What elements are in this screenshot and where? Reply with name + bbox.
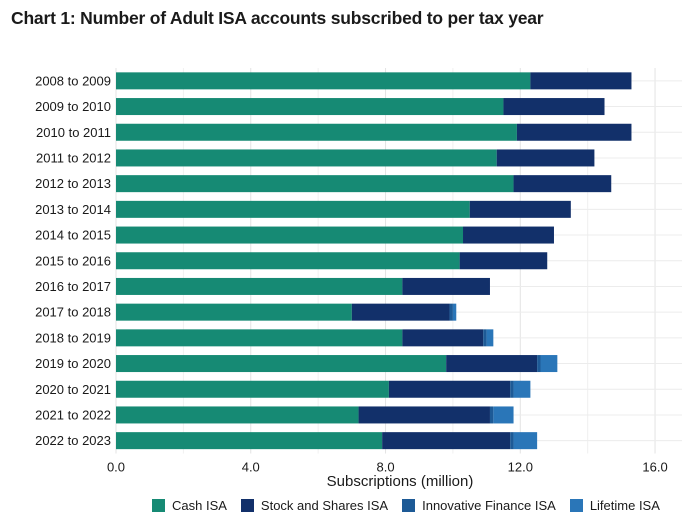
bar-segment [446,355,538,373]
x-tick-label: 0.0 [107,460,125,475]
legend-label: Cash ISA [172,498,227,513]
bar-segment [116,380,389,398]
legend-label: Lifetime ISA [589,498,660,513]
legend-item-innovative-finance-isa: Innovative Finance ISA [402,498,556,513]
chart-title: Chart 1: Number of Adult ISA accounts su… [11,8,544,28]
y-tick-label: 2009 to 2010 [35,99,111,114]
y-tick-label: 2021 to 2022 [35,407,111,422]
bar-segment [116,175,514,193]
y-tick-label: 2010 to 2011 [36,125,111,140]
bar-segment [537,355,541,373]
legend-item-cash-isa: Cash ISA [152,498,227,513]
bar-segment [486,329,494,347]
bar-segment [116,406,359,424]
bar-segment [382,432,511,450]
bar-segment [351,303,450,321]
bar-segment [116,149,497,167]
bar-segment [358,406,490,424]
legend-swatch [152,499,165,512]
y-tick-label: 2018 to 2019 [35,330,111,345]
bar-segment [116,252,460,270]
legend-swatch [402,499,416,512]
y-tick-label: 2022 to 2023 [35,433,111,448]
bar-segment [449,303,453,321]
y-tick-label: 2008 to 2009 [35,73,111,88]
bar-segment [513,380,531,398]
x-tick-label: 4.0 [242,460,260,475]
bar-segment [388,380,511,398]
bar-segment [496,149,595,167]
bar-segment [463,226,554,244]
bar-segment [516,123,632,141]
bar-segment [402,277,490,295]
x-tick-label: 8.0 [376,460,394,475]
y-tick-label: 2011 to 2012 [36,150,111,165]
legend-swatch [240,499,254,512]
bar-segment [452,303,457,321]
bar-segment [510,432,514,450]
bar-segment [116,303,352,321]
bar-segment [459,252,548,270]
bar-segment [483,329,487,347]
bar-segment [493,406,514,424]
x-axis-title: Subscriptions (million) [327,473,474,490]
y-tick-label: 2013 to 2014 [35,202,111,217]
y-tick-label: 2012 to 2013 [35,176,111,191]
y-tick-label: 2019 to 2020 [35,356,111,371]
bar-segment [489,406,494,424]
bar-segment [116,226,464,244]
x-tick-label: 12.0 [508,460,533,475]
x-tick-label: 16.0 [642,460,667,475]
legend-item-lifetime-isa: Lifetime ISA [569,498,660,513]
legend-label: Stock and Shares ISA [260,498,389,513]
legend-label: Innovative Finance ISA [422,498,556,513]
bar-segment [116,123,517,141]
y-tick-label: 2017 to 2018 [35,305,111,320]
bar-segment [116,329,403,347]
y-axis-labels: 2008 to 2009 2009 to 2010 2010 to 2011 2011… [35,73,111,448]
bar-segment [116,200,470,218]
bars [116,72,632,450]
bar-segment [513,432,538,450]
x-axis-labels: 0.0 4.0 8.0 12.0 16.0 [107,460,668,475]
y-tick-label: 2016 to 2017 [35,279,111,294]
bar-segment [116,277,403,295]
bar-segment [530,72,632,90]
bar-segment [116,432,383,450]
y-tick-label: 2014 to 2015 [35,228,111,243]
y-tick-label: 2015 to 2016 [35,253,111,268]
legend-swatch [569,499,583,512]
bar-segment [469,200,571,218]
bar-segment [116,355,447,373]
legend: Cash ISA Stock and Shares ISA Innovative… [152,498,674,513]
bar-segment [116,72,531,90]
bar-segment [540,355,558,373]
bar-segment [510,380,514,398]
bar-segment [513,175,612,193]
legend-item-stocks-shares-isa: Stock and Shares ISA [240,498,389,513]
bar-segment [116,98,504,116]
y-tick-label: 2020 to 2021 [35,382,111,397]
bar-segment [402,329,484,347]
bar-segment [503,98,605,116]
